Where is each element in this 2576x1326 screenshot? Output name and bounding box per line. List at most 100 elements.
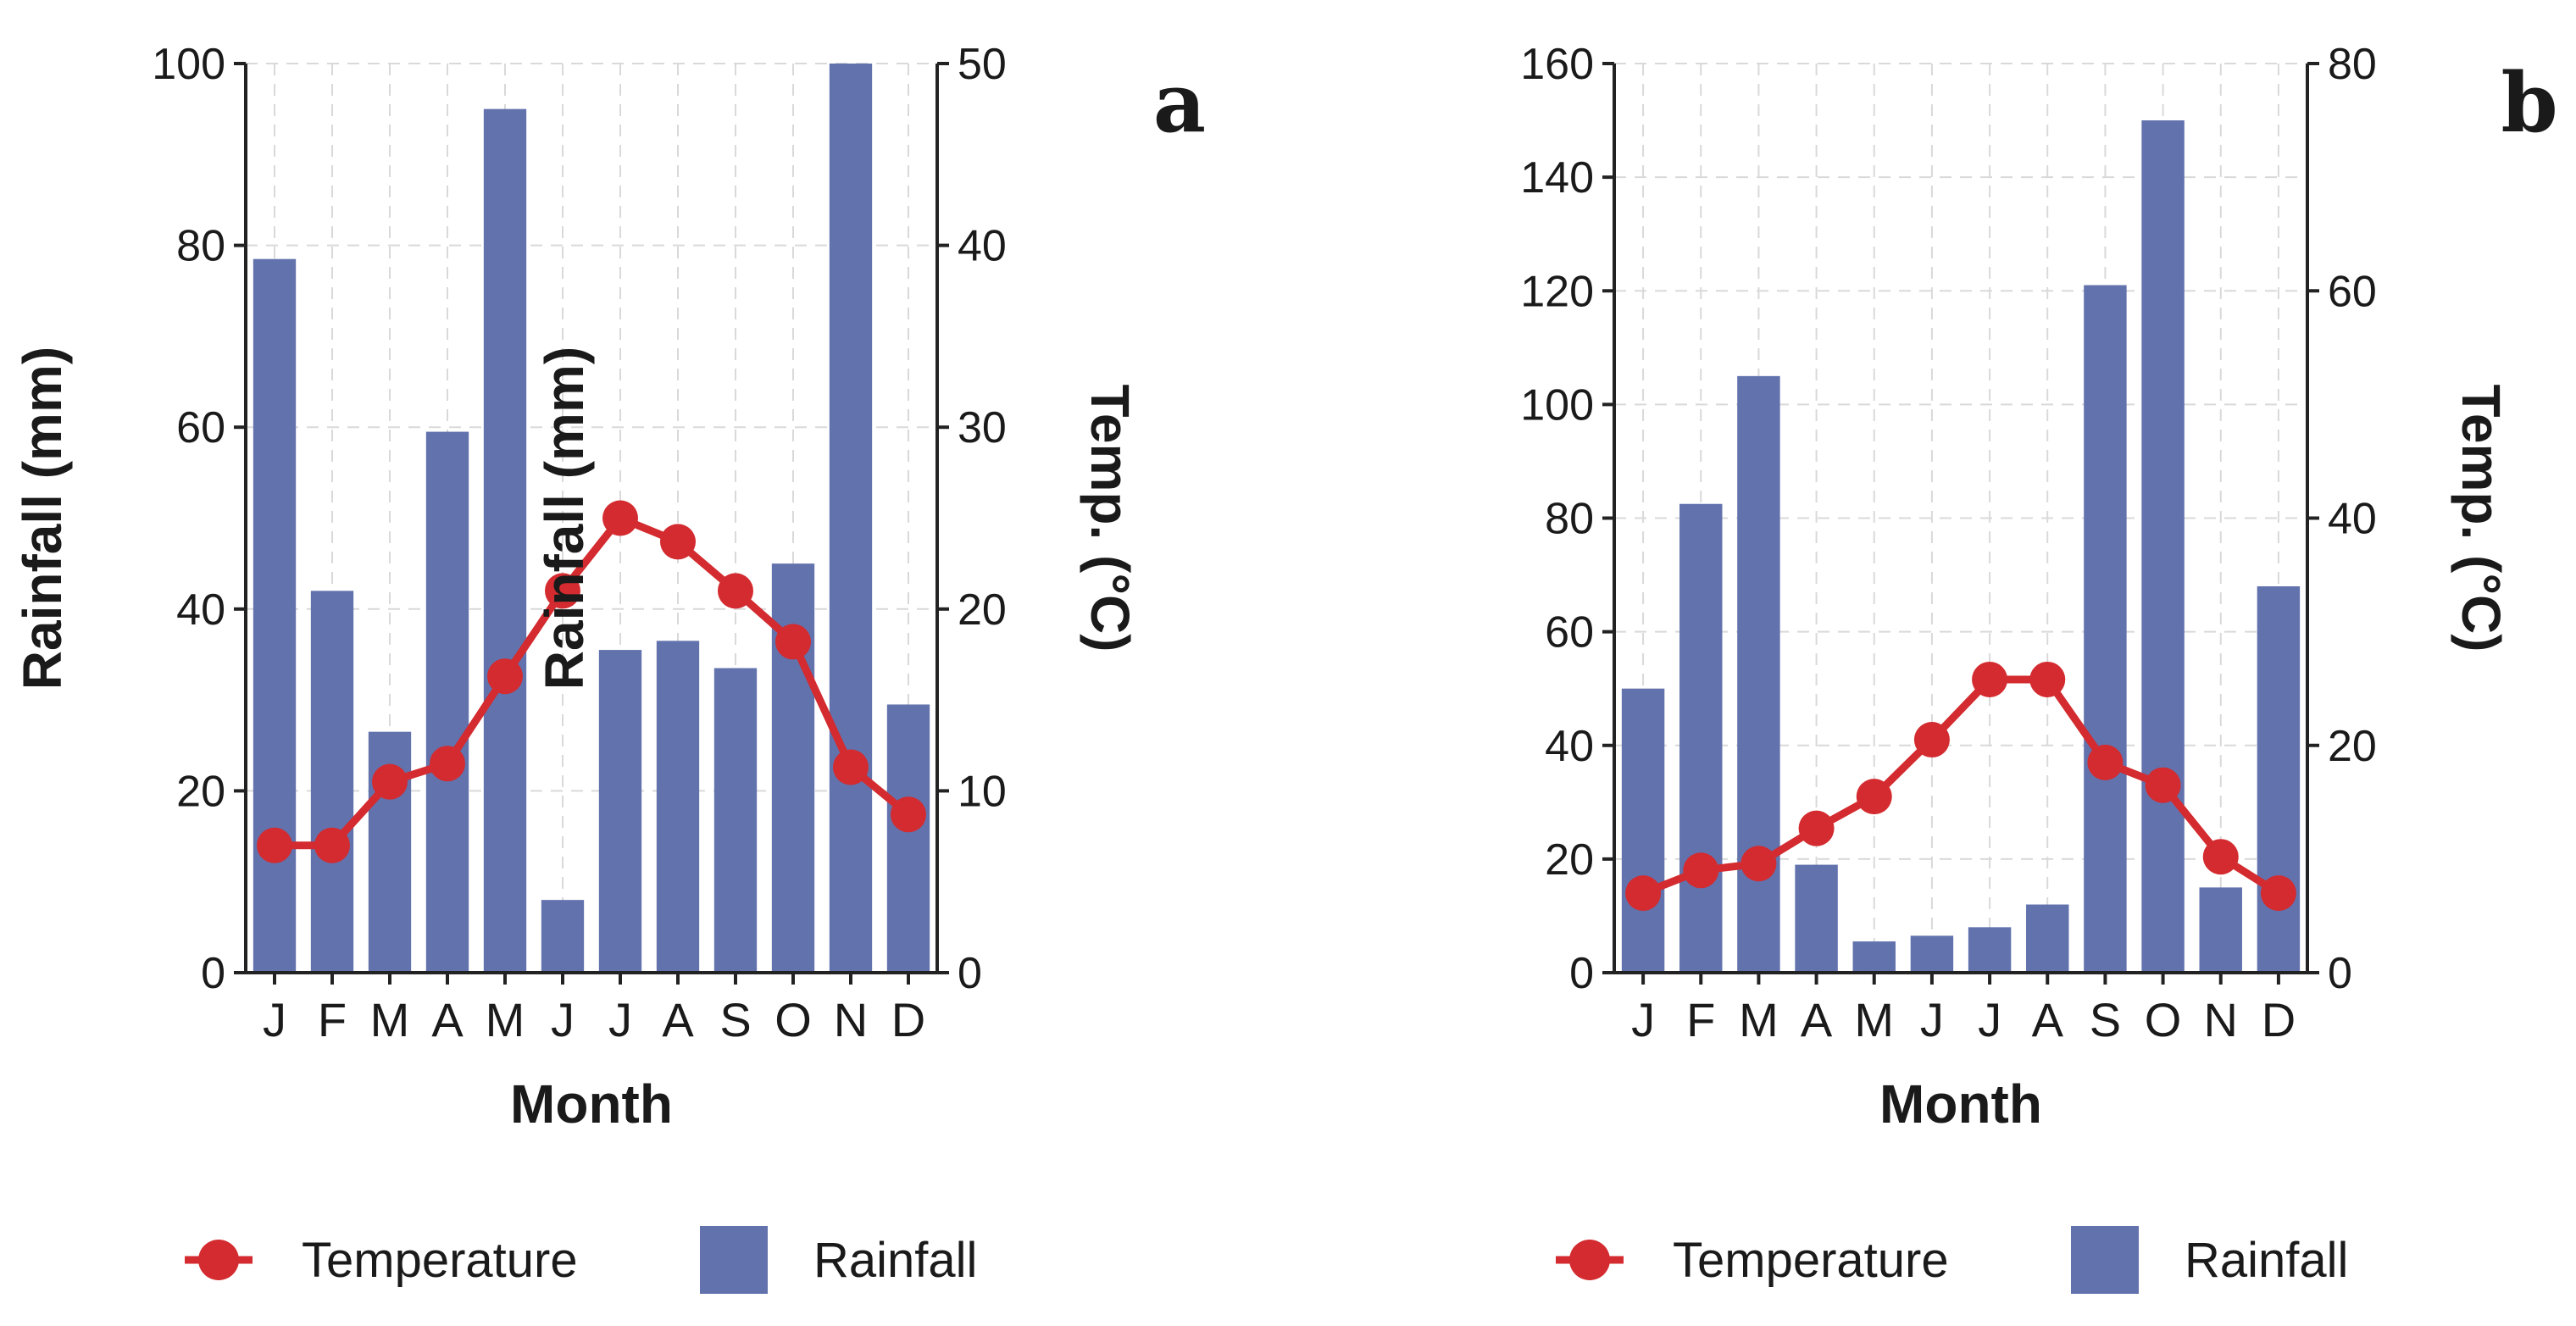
x-axis-tick-label: F xyxy=(318,993,347,1046)
rainfall-bar xyxy=(483,108,527,973)
temperature-point xyxy=(372,763,408,800)
left-axis-tick-label: 80 xyxy=(176,222,225,271)
left-axis-title: Rainfall (mm) xyxy=(12,347,73,690)
rainfall-bar xyxy=(713,668,758,973)
rainfall-bar xyxy=(1795,864,1838,973)
x-axis-title: Month xyxy=(1879,1074,2042,1135)
rainfall-bar xyxy=(2199,887,2242,973)
right-axis-tick-label: 80 xyxy=(2328,40,2377,89)
x-axis-tick-label: O xyxy=(774,993,812,1046)
x-axis-tick-label: J xyxy=(263,993,286,1046)
temperature-point xyxy=(2087,744,2124,780)
right-axis-tick-label: 60 xyxy=(2328,267,2377,316)
rainfall-bar xyxy=(656,641,700,973)
rainfall-bar xyxy=(253,258,297,973)
left-axis-tick-label: 20 xyxy=(1545,835,1594,885)
left-axis-tick-label: 80 xyxy=(1545,495,1594,544)
rainfall-bar xyxy=(541,900,585,973)
x-axis-tick-label: J xyxy=(1978,993,2001,1046)
right-axis-tick-label: 30 xyxy=(958,403,1007,452)
x-axis-tick-label: N xyxy=(834,993,868,1046)
temperature-point xyxy=(1625,875,1662,912)
right-axis-title: Temp. (°C) xyxy=(2451,385,2512,652)
temperature-point xyxy=(833,749,869,785)
temperature-point xyxy=(257,827,292,863)
left-axis-tick-label: 0 xyxy=(201,949,225,998)
temperature-point xyxy=(1798,810,1835,846)
rainfall-bar xyxy=(2026,904,2069,973)
x-axis-title: Month xyxy=(510,1074,673,1135)
temperature-point xyxy=(1856,779,1892,815)
left-axis-title: Rainfall (mm) xyxy=(534,347,595,690)
x-axis-tick-label: M xyxy=(1739,993,1779,1046)
x-axis-tick-label: M xyxy=(1854,993,1894,1046)
legend-rainfall-label: Rainfall xyxy=(813,1233,977,1288)
left-axis-tick-label: 120 xyxy=(1520,267,1594,316)
x-axis-tick-label: A xyxy=(662,993,694,1046)
x-axis-tick-label: J xyxy=(1631,993,1655,1046)
right-axis-tick-label: 0 xyxy=(2328,949,2352,998)
temperature-point xyxy=(545,573,580,609)
panel-label: b xyxy=(2501,55,2557,151)
right-axis-title: Temp. (°C) xyxy=(1080,385,1141,652)
temperature-point xyxy=(660,524,696,560)
rainfall-bar xyxy=(598,650,642,973)
left-axis-tick-label: 140 xyxy=(1520,153,1594,203)
legend-temperature-label: Temperature xyxy=(302,1233,578,1288)
rainfall-bar xyxy=(1737,375,1780,973)
x-axis-tick-label: N xyxy=(2204,993,2238,1046)
rainfall-bar xyxy=(1852,941,1896,973)
temperature-point xyxy=(2029,661,2066,697)
temperature-point xyxy=(2260,875,2296,912)
legend-temperature-label: Temperature xyxy=(1673,1233,1949,1288)
x-axis-tick-label: M xyxy=(370,993,410,1046)
temperature-point xyxy=(891,796,926,833)
right-axis-tick-label: 20 xyxy=(2328,722,2377,771)
left-axis-tick-label: 0 xyxy=(1569,949,1594,998)
rainfall-bar xyxy=(1910,935,1954,973)
rainfall-bar xyxy=(2141,120,2185,973)
x-axis-tick-label: J xyxy=(608,993,632,1046)
right-axis-tick-label: 10 xyxy=(958,767,1007,816)
temperature-point xyxy=(314,827,350,863)
rainfall-bar xyxy=(425,431,469,973)
rainfall-bar xyxy=(2084,285,2127,973)
rainfall-bar xyxy=(1621,688,1665,973)
rainfall-bar xyxy=(310,591,354,973)
legend-temperature-point-icon xyxy=(1569,1240,1610,1280)
right-axis-tick-label: 40 xyxy=(2328,495,2377,544)
temperature-point xyxy=(602,500,638,536)
legend: Temperature Rainfall xyxy=(1556,1226,2348,1294)
x-axis-tick-label: J xyxy=(1920,993,1944,1046)
right-axis-tick-label: 40 xyxy=(958,222,1007,271)
left-axis-tick-label: 100 xyxy=(1520,380,1594,430)
x-axis-tick-label: O xyxy=(2145,993,2182,1046)
panel-label: a xyxy=(1153,55,1206,151)
rainfall-bar xyxy=(886,704,930,973)
rainfall-bar xyxy=(2257,585,2301,973)
x-axis-tick-label: D xyxy=(2262,993,2296,1046)
legend-rainfall-swatch xyxy=(700,1226,768,1294)
temperature-point xyxy=(2202,839,2239,875)
right-axis-tick-label: 50 xyxy=(958,40,1007,89)
left-axis-tick-label: 40 xyxy=(1545,722,1594,771)
temperature-point xyxy=(487,658,523,695)
x-axis-tick-label: A xyxy=(2032,993,2064,1046)
left-axis-tick-label: 160 xyxy=(1520,40,1594,89)
x-axis-tick-label: S xyxy=(2090,993,2121,1046)
legend-temperature-point-icon xyxy=(198,1240,239,1280)
x-axis-tick-label: S xyxy=(719,993,751,1046)
x-axis-tick-label: M xyxy=(486,993,525,1046)
left-axis-tick-label: 100 xyxy=(152,40,225,89)
legend-rainfall-swatch xyxy=(2071,1226,2139,1294)
temperature-point xyxy=(430,746,465,782)
x-axis-tick-label: F xyxy=(1686,993,1715,1046)
temperature-point xyxy=(775,624,811,660)
left-axis-tick-label: 20 xyxy=(176,767,225,816)
left-axis-tick-label: 60 xyxy=(176,403,225,452)
temperature-point xyxy=(1972,661,2008,697)
right-axis-tick-label: 0 xyxy=(958,949,982,998)
